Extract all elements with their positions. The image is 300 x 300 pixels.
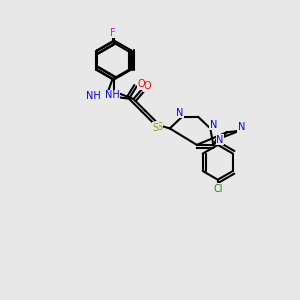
Text: O: O: [143, 81, 151, 91]
Text: N: N: [210, 120, 217, 130]
Text: Cl: Cl: [213, 184, 223, 194]
Text: N: N: [238, 122, 245, 132]
Text: F: F: [111, 28, 117, 38]
Text: O: O: [137, 79, 145, 89]
Text: N: N: [216, 135, 224, 145]
Text: F: F: [110, 28, 115, 38]
Text: NH: NH: [105, 90, 120, 100]
Text: S: S: [156, 122, 162, 132]
Text: N: N: [176, 108, 183, 118]
Text: S: S: [153, 123, 159, 133]
Text: NH: NH: [86, 91, 101, 101]
